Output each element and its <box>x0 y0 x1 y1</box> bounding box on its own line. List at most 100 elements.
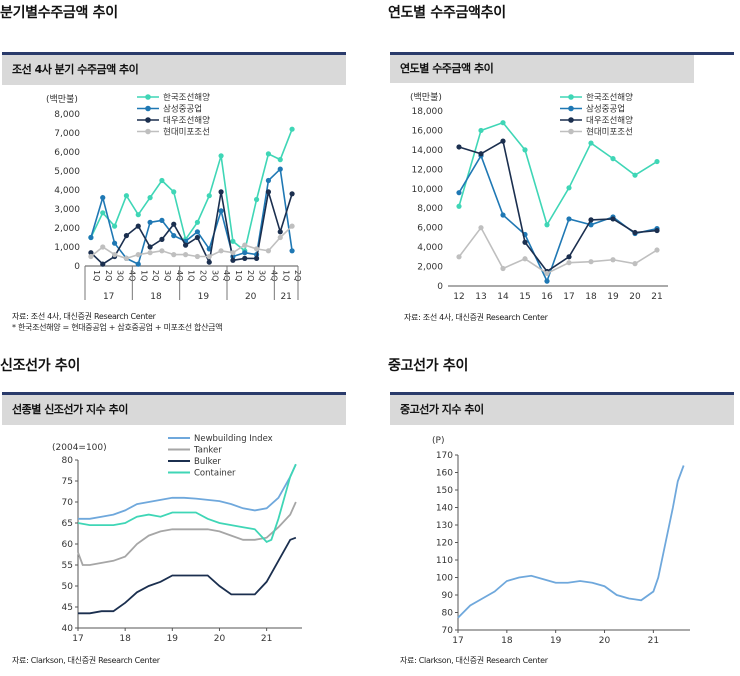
quarterly-data-point <box>253 196 260 203</box>
yearly-y-tick-label: 12,000 <box>412 165 444 175</box>
yearly-data-point <box>522 147 528 153</box>
yearly-series-line <box>458 121 658 227</box>
quarterly-quarter-label: 1Q <box>234 270 243 281</box>
newbuilding-x-tick-label: 19 <box>167 634 179 644</box>
quarterly-data-point <box>111 240 118 246</box>
secondhand-y-tick-label: 130 <box>436 521 453 531</box>
yearly-data-point <box>588 259 594 265</box>
quarterly-y-tick-label: 4,000 <box>54 186 80 196</box>
yearly-y-tick-label: 0 <box>437 282 443 292</box>
yearly-x-tick-label: 12 <box>453 292 464 302</box>
quarterly-legend-marker <box>145 117 151 123</box>
quarterly-series-line <box>90 128 293 253</box>
quarterly-quarter-label: 2Q <box>151 270 160 281</box>
quarterly-data-point <box>253 255 260 261</box>
quarterly-quarter-label: 1Q <box>92 270 101 281</box>
secondhand-section-title: 중고선가 추이 <box>388 358 469 374</box>
quarterly-data-point <box>171 189 177 195</box>
yearly-data-point <box>456 254 462 260</box>
newbuilding-x-tick-label: 20 <box>214 634 226 644</box>
quarterly-data-point <box>159 236 165 242</box>
newbuilding-legend-label: Container <box>194 469 236 479</box>
quarterly-data-point <box>135 212 141 218</box>
quarterly-data-point <box>171 233 177 239</box>
quarterly-data-point <box>182 242 189 248</box>
newbuilding-series-line <box>78 536 297 615</box>
newbuilding-series-line <box>78 463 297 520</box>
yearly-y-unit: (백만불) <box>410 92 442 103</box>
quarterly-y-tick-label: 0 <box>74 262 80 272</box>
yearly-legend-marker <box>568 128 574 135</box>
quarterly-quarter-label: 2Q <box>246 270 255 281</box>
yearly-data-point <box>588 140 594 146</box>
secondhand-y-tick-label: 150 <box>436 486 453 496</box>
quarterly-data-point <box>135 261 141 267</box>
quarterly-data-point <box>265 177 272 184</box>
yearly-y-tick-label: 4,000 <box>417 243 443 253</box>
quarterly-legend-marker <box>145 105 151 112</box>
quarterly-data-point <box>242 242 248 248</box>
quarterly-data-point <box>111 252 118 258</box>
secondhand-y-unit: (P) <box>432 436 444 446</box>
newbuilding-source-note: 자료: Clarkson, 대신증권 Research Center <box>12 656 160 665</box>
quarterly-data-point <box>88 253 94 260</box>
quarterly-section-title: 분기별수주금액 추이 <box>0 5 118 21</box>
quarterly-data-point <box>100 244 106 250</box>
newbuilding-y-tick-label: 65 <box>62 519 73 529</box>
yearly-data-point <box>456 190 462 196</box>
quarterly-quarter-label: 3Q <box>116 270 125 281</box>
yearly-legend-label: 한국조선해양 <box>586 92 633 103</box>
quarterly-data-point <box>218 248 224 254</box>
quarterly-data-point <box>159 177 165 184</box>
yearly-data-point <box>456 203 462 209</box>
quarterly-data-point <box>171 252 177 258</box>
quarterly-data-point <box>147 250 153 256</box>
yearly-data-point <box>522 256 528 262</box>
quarterly-series-line <box>90 191 293 266</box>
quarterly-legend-label: 삼성중공업 <box>163 104 202 115</box>
yearly-data-point <box>522 239 528 245</box>
yearly-data-point <box>478 225 484 231</box>
yearly-legend-label: 현대미포조선 <box>586 128 633 138</box>
secondhand-y-tick-label: 110 <box>436 556 453 566</box>
quarterly-data-point <box>289 191 295 197</box>
quarterly-data-point <box>194 234 201 241</box>
yearly-data-point <box>566 254 572 260</box>
yearly-x-tick-label: 20 <box>629 292 641 302</box>
quarterly-quarter-label: 1Q <box>187 270 196 281</box>
newbuilding-y-tick-label: 50 <box>62 582 74 592</box>
quarterly-data-point <box>277 229 283 235</box>
quarterly-data-point <box>242 250 248 256</box>
quarterly-quarter-label: 3Q <box>210 270 219 281</box>
yearly-legend-label: 대우조선해양 <box>586 115 633 126</box>
quarterly-data-point <box>194 229 201 235</box>
quarterly-data-point <box>111 223 118 229</box>
yearly-data-point <box>544 222 550 228</box>
secondhand-chart: (P) 70 80 90 100 110 120 130 140 150 160 170 17 18 19 2… <box>432 436 690 646</box>
newbuilding-legend-label: Bulker <box>194 457 221 467</box>
quarterly-quarter-label: 3Q <box>258 270 267 281</box>
yearly-y-tick-label: 16,000 <box>412 126 444 136</box>
yearly-data-point <box>500 212 506 218</box>
yearly-series-line <box>458 139 658 273</box>
yearly-y-tick-label: 6,000 <box>417 224 443 234</box>
newbuilding-x-tick-label: 17 <box>72 634 83 644</box>
yearly-data-point <box>632 229 638 236</box>
yearly-data-point <box>588 217 594 223</box>
quarterly-panel-rule <box>2 52 346 55</box>
yearly-data-point <box>478 151 484 157</box>
yearly-legend-marker <box>568 117 574 123</box>
secondhand-x-tick-label: 21 <box>648 636 659 646</box>
secondhand-y-tick-label: 80 <box>442 609 454 619</box>
yearly-x-tick-label: 14 <box>497 292 509 302</box>
quarterly-data-point <box>289 126 295 132</box>
yearly-chart: (백만불) 0 2,000 4,000 6,000 8,000 10,000 12,000 14… <box>410 92 668 302</box>
quarterly-data-point <box>277 234 283 241</box>
yearly-data-point <box>500 120 506 126</box>
quarterly-data-point <box>253 246 260 252</box>
yearly-panel-header: 연도별 수주금액 추이 <box>390 55 694 83</box>
quarterly-series-line <box>90 167 293 266</box>
quarterly-y-tick-label: 5,000 <box>54 167 80 177</box>
yearly-series-line <box>458 226 658 275</box>
